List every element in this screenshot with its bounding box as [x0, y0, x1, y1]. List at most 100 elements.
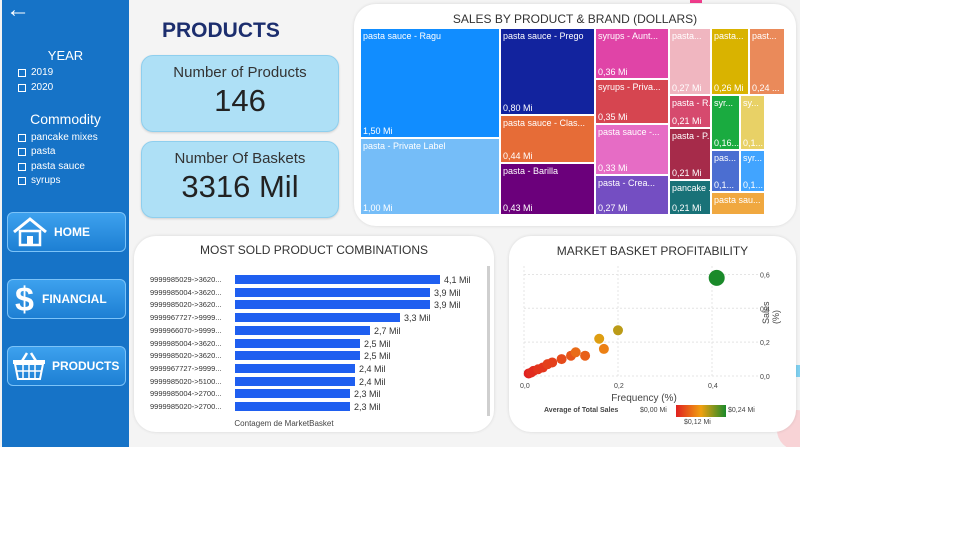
treemap-value: 1,50 Mi — [363, 126, 393, 136]
bar[interactable] — [235, 338, 360, 348]
scatter-point[interactable] — [547, 357, 558, 368]
filter-option-pancake-mixes[interactable]: pancake mixes — [18, 131, 98, 144]
scatter-point[interactable] — [570, 347, 581, 358]
bar-value-label: 3,3 Mil — [404, 313, 431, 324]
treemap-value: 0,1... — [743, 138, 764, 148]
treemap-label: pasta... — [714, 31, 744, 41]
bar[interactable] — [235, 313, 400, 323]
filter-option-label: pasta — [31, 146, 56, 157]
home-button[interactable]: HOME — [7, 212, 126, 252]
bar-category-label: 9999985004->2700... — [150, 389, 222, 399]
checkbox-icon[interactable] — [18, 147, 26, 156]
treemap-label: syr... — [743, 153, 763, 163]
bar[interactable] — [235, 363, 355, 373]
treemap-rect[interactable]: pasta... 0,27 Mi — [669, 28, 711, 95]
treemap-label: syrups - Aunt... — [598, 31, 659, 41]
kpi-value: 3316 Mil — [181, 169, 299, 204]
bar[interactable] — [235, 402, 350, 411]
filter-option-2020[interactable]: 2020 — [18, 81, 53, 94]
bar-value-label: 2,5 Mil — [364, 351, 391, 362]
dashboard-canvas: ← YEAR 2019 2020 Commodity pancake mixes… — [0, 0, 800, 447]
treemap-rect[interactable]: pasta sauce - Prego 0,80 Mi — [500, 28, 595, 115]
scatter-point[interactable] — [556, 354, 567, 365]
products-button[interactable]: PRODUCTS — [7, 346, 126, 386]
bar[interactable] — [235, 300, 430, 310]
bar-category-label: 9999967727->9999... — [150, 313, 222, 323]
bar[interactable] — [235, 325, 370, 335]
svg-text:$: $ — [15, 281, 34, 317]
scatter-plot: 0,0 0,2 0,4 0,0 0,2 0,4 0,6 — [520, 266, 770, 390]
blue-decoration — [794, 365, 800, 377]
bar[interactable] — [235, 376, 355, 386]
scatter-point[interactable] — [708, 269, 725, 286]
treemap-title: SALES BY PRODUCT & BRAND (DOLLARS) — [452, 12, 698, 26]
treemap-rect[interactable]: syr... 0,16... — [711, 95, 740, 150]
bar-value-label: 2,4 Mil — [359, 376, 386, 387]
treemap-value: 0,1... — [743, 180, 764, 190]
filter-option-syrups[interactable]: syrups — [18, 174, 60, 187]
filter-option-pasta[interactable]: pasta — [18, 145, 55, 158]
checkbox-icon[interactable] — [18, 176, 26, 185]
checkbox-icon[interactable] — [18, 162, 26, 171]
treemap-value: 0,44 Mi — [503, 151, 533, 161]
filter-option-pasta-sauce[interactable]: pasta sauce — [18, 160, 85, 173]
treemap-rect[interactable]: pasta - P... 0,21 Mi — [669, 128, 711, 180]
y-tick-label: 0,6 — [760, 272, 770, 279]
legend-max: $0,24 Mi — [728, 407, 755, 414]
treemap-value: 0,33 Mi — [598, 163, 628, 173]
checkbox-icon[interactable] — [18, 133, 26, 142]
treemap-rect[interactable]: syr... 0,1... — [740, 150, 765, 192]
bar[interactable] — [235, 275, 440, 284]
filter-option-2019[interactable]: 2019 — [18, 66, 53, 79]
back-arrow-icon[interactable]: ← — [6, 0, 30, 23]
treemap-value: 0,80 Mi — [503, 103, 533, 113]
treemap-rect[interactable]: pasta - Crea... 0,27 Mi — [595, 175, 669, 215]
scatter-point[interactable] — [598, 343, 609, 354]
legend-min: $0,00 Mi — [640, 407, 667, 414]
treemap-rect[interactable]: pasta... 0,26 Mi — [711, 28, 749, 95]
treemap-rect[interactable]: syrups - Priva... 0,35 Mi — [595, 79, 669, 124]
bar-category-label: 9999966070->9999... — [150, 325, 222, 335]
treemap-rect[interactable]: sy... 0,1... — [740, 95, 765, 150]
treemap-label: pasta... — [672, 31, 702, 41]
bar-category-label: 9999985029->3620... — [150, 275, 222, 284]
y-tick-label: 0,2 — [760, 340, 770, 347]
y-tick-label: 0,4 — [760, 306, 770, 313]
treemap-value: 0,36 Mi — [598, 67, 628, 77]
treemap-rect[interactable]: pancake ... 0,21 Mi — [669, 180, 711, 215]
treemap-rect[interactable]: pasta - R... 0,21 Mi — [669, 95, 711, 128]
treemap-label: pasta - Crea... — [598, 178, 656, 188]
treemap-rect[interactable]: past... 0,24 ... — [749, 28, 785, 95]
filter-option-label: 2019 — [31, 67, 54, 78]
treemap-rect[interactable]: pas... 0,1... — [711, 150, 740, 192]
treemap-rect[interactable]: pasta sauce - Ragu 1,50 Mi — [360, 28, 500, 138]
bar[interactable] — [235, 389, 350, 399]
commodity-filter-title: Commodity — [30, 111, 101, 127]
checkbox-icon[interactable] — [18, 68, 26, 77]
bar[interactable] — [235, 287, 430, 297]
bar-category-label: 9999985020->3620... — [150, 351, 222, 361]
bar-category-label: 9999985020->2700... — [150, 402, 222, 411]
dollar-icon: $ — [15, 281, 34, 317]
scrollbar[interactable] — [487, 266, 490, 416]
scatter-point[interactable] — [580, 350, 591, 361]
treemap-rect[interactable]: pasta - Barilla 0,43 Mi — [500, 163, 595, 215]
treemap-rect[interactable]: pasta - Private Label 1,00 Mi — [360, 138, 500, 215]
treemap-label: pasta sauce - Prego — [503, 31, 584, 41]
financial-button[interactable]: $ FINANCIAL — [7, 279, 126, 319]
treemap-label: pasta sauce - Clas... — [503, 118, 586, 128]
profitability-card: MARKET BASKET PROFITABILITY 0,0 0,2 0,4 0,0… — [509, 236, 796, 432]
bar[interactable] — [235, 351, 360, 361]
treemap-rect[interactable]: pasta sau... — [711, 192, 765, 215]
treemap-rect[interactable]: pasta sauce - Clas... 0,44 Mi — [500, 115, 595, 163]
treemap-card: SALES BY PRODUCT & BRAND (DOLLARS) pasta… — [354, 4, 796, 226]
treemap-label: pasta - R... — [672, 98, 711, 108]
treemap-rect[interactable]: syrups - Aunt... 0,36 Mi — [595, 28, 669, 79]
checkbox-icon[interactable] — [18, 83, 26, 92]
scatter-point[interactable] — [613, 325, 623, 336]
scatter-ylabel: Sales (%) — [761, 301, 781, 324]
treemap-rect[interactable]: pasta sauce -... 0,33 Mi — [595, 124, 669, 175]
treemap: pasta sauce - Ragu 1,50 Mi pasta - Private… — [360, 28, 790, 215]
treemap-label: pasta - P... — [672, 131, 711, 141]
scatter-point[interactable] — [594, 333, 605, 344]
